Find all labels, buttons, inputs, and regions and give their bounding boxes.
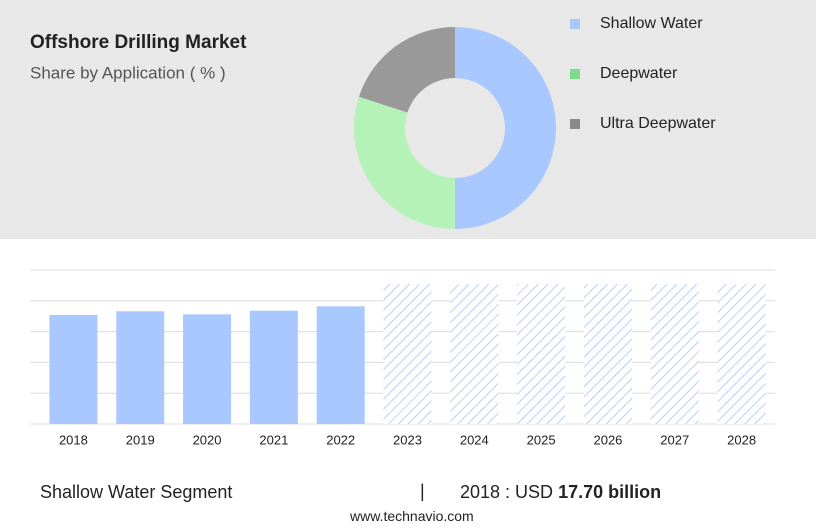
segment-label: Shallow Water Segment <box>40 482 233 502</box>
x-tick-label: 2021 <box>259 432 288 447</box>
source: www.technavio.com <box>350 508 474 524</box>
forecast-bar <box>583 284 632 424</box>
donut-slice <box>358 27 455 113</box>
x-tick-label: 2022 <box>326 432 355 447</box>
chart-subtitle: Share by Application ( % ) <box>30 63 226 82</box>
bar <box>183 314 232 424</box>
x-tick-label: 2025 <box>527 432 556 447</box>
donut-slice <box>455 27 556 229</box>
forecast-bar <box>517 284 566 424</box>
year-label: 2018 : USD <box>460 482 554 502</box>
forecast-bar <box>450 284 499 424</box>
x-tick-label: 2026 <box>593 432 622 447</box>
legend-swatch <box>570 19 580 29</box>
x-tick-label: 2028 <box>727 432 756 447</box>
value-text: 17.70 billion <box>558 482 662 502</box>
x-tick-label: 2018 <box>59 432 88 447</box>
x-tick-label: 2023 <box>393 432 422 447</box>
legend-label: Deepwater <box>600 65 678 82</box>
bar <box>249 310 298 424</box>
year-value: 2018 : USD 17.70 billion <box>460 482 661 503</box>
legend-swatch <box>570 69 580 79</box>
forecast-bar <box>717 284 766 424</box>
forecast-bar <box>650 284 699 424</box>
x-tick-label: 2027 <box>660 432 689 447</box>
legend-swatch <box>570 119 580 129</box>
donut-slice <box>353 96 455 230</box>
forecast-bar <box>383 284 432 424</box>
bar <box>116 311 165 424</box>
x-tick-label: 2019 <box>126 432 155 447</box>
chart-title: Offshore Drilling Market <box>30 32 247 53</box>
legend-label: Ultra Deepwater <box>600 115 716 132</box>
legend-label: Shallow Water <box>600 15 703 32</box>
bar <box>316 306 365 424</box>
x-tick-label: 2024 <box>460 432 489 447</box>
separator: | <box>420 481 425 501</box>
bar <box>49 314 98 424</box>
x-tick-label: 2020 <box>193 432 222 447</box>
